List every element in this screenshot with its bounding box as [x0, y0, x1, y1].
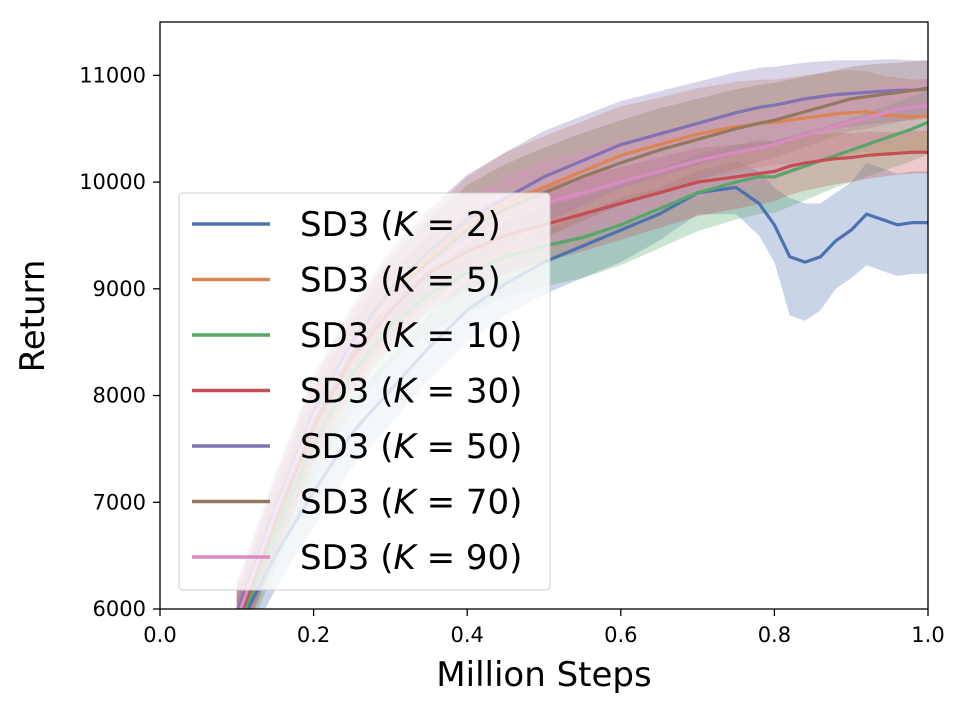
- legend-entry-1: SD3 (K = 2): [300, 205, 501, 245]
- y-tick-label: 7000: [93, 490, 146, 514]
- x-tick-label: 1.0: [911, 623, 944, 647]
- legend-entry-6: SD3 (K = 70): [300, 483, 522, 523]
- y-tick-label: 6000: [93, 597, 146, 621]
- x-tick-label: 0.4: [450, 623, 483, 647]
- y-axis-ticks: 6000 7000 8000 9000 10000 11000: [79, 63, 160, 621]
- x-tick-label: 0.6: [604, 623, 637, 647]
- y-axis-title: Return: [13, 260, 53, 373]
- y-tick-label: 10000: [79, 170, 146, 194]
- x-tick-label: 0.0: [143, 623, 176, 647]
- x-axis-title: Million Steps: [436, 655, 651, 695]
- legend-frame: [178, 192, 551, 591]
- x-tick-label: 0.2: [297, 623, 330, 647]
- legend: SD3 (K = 2) SD3 (K = 5) SD3 (K = 10) SD3 (K…: [178, 192, 551, 591]
- y-tick-label: 11000: [79, 63, 146, 87]
- legend-entry-7: SD3 (K = 90): [300, 538, 522, 578]
- legend-entry-5: SD3 (K = 50): [300, 427, 522, 467]
- plot-frame: [159, 21, 929, 610]
- x-tick-label: 0.8: [758, 623, 791, 647]
- x-axis-ticks: 0.0 0.2 0.4 0.6 0.8 1.0: [143, 609, 945, 647]
- legend-entry-2: SD3 (K = 5): [300, 261, 501, 301]
- y-tick-label: 8000: [93, 384, 146, 408]
- y-tick-label: 9000: [93, 277, 146, 301]
- legend-entry-3: SD3 (K = 10): [300, 316, 522, 356]
- series-band-4: [236, 130, 928, 609]
- legend-entry-4: SD3 (K = 30): [300, 372, 522, 412]
